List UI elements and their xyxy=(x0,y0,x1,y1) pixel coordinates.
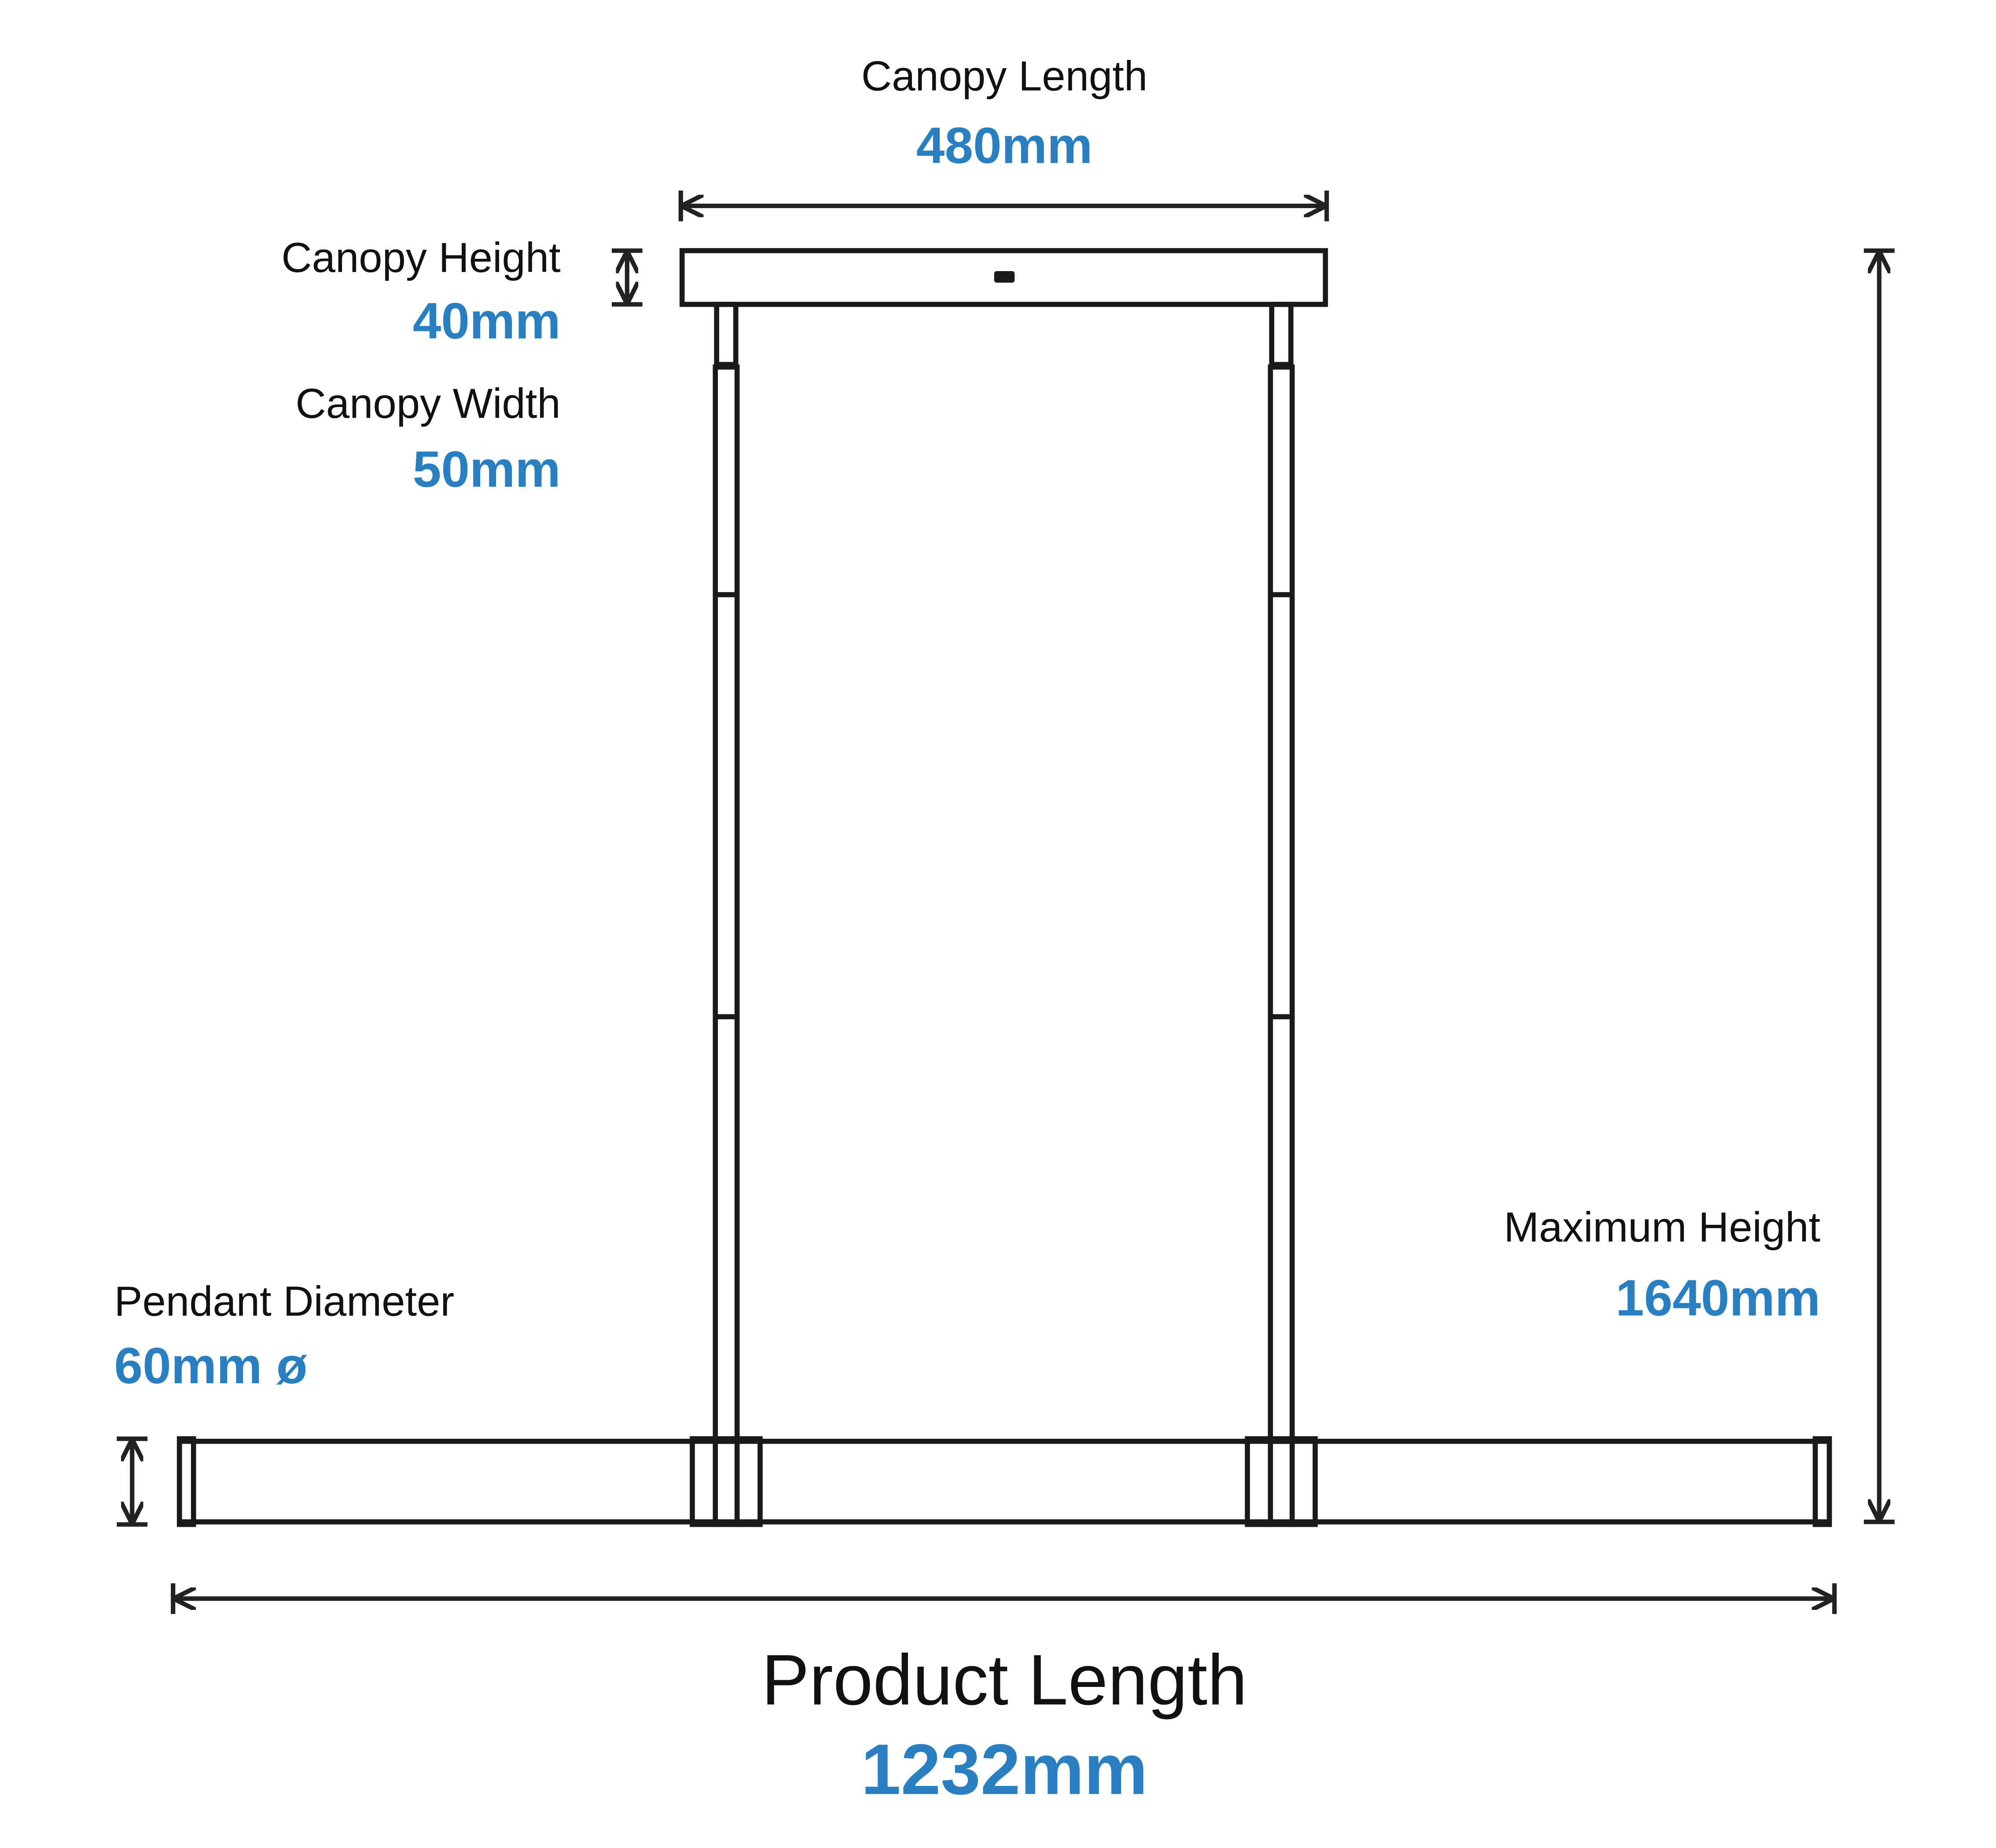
label: Pendant Diameter xyxy=(114,1278,455,1325)
dimension-arrows xyxy=(117,190,1895,1614)
label: Product Length xyxy=(761,1640,1247,1720)
value: 1232mm xyxy=(861,1730,1147,1809)
label: Canopy Width xyxy=(296,380,561,427)
label: Canopy Length xyxy=(861,52,1147,99)
value: 40mm xyxy=(413,292,561,349)
label: Maximum Height xyxy=(1504,1204,1820,1251)
value: 480mm xyxy=(916,117,1093,174)
label: Canopy Height xyxy=(281,234,560,281)
fixture xyxy=(176,248,1832,1527)
value: 50mm xyxy=(413,441,561,498)
value: 1640mm xyxy=(1616,1269,1820,1326)
value: 60mm ø xyxy=(114,1337,308,1394)
